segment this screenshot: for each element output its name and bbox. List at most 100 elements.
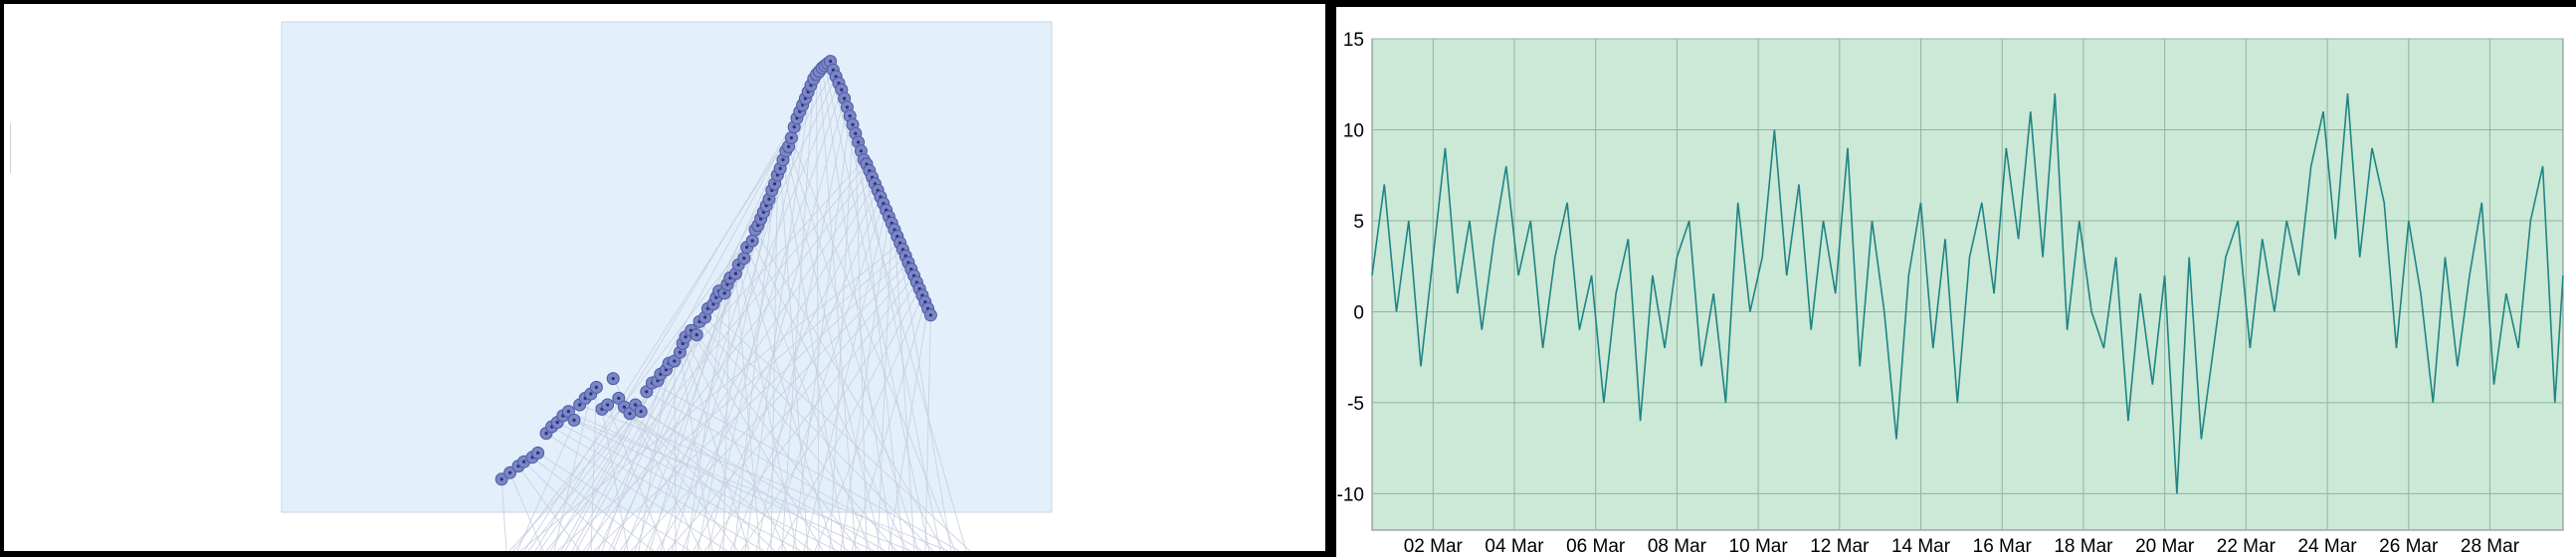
scatter-point-center <box>634 403 638 407</box>
connector-line <box>816 74 820 551</box>
scatter-points <box>495 55 937 486</box>
connector-line <box>788 146 919 551</box>
x-tick-label: 02 Mar <box>1404 536 1464 557</box>
connector-line <box>718 97 846 551</box>
scatter-point-center <box>617 396 621 400</box>
connector-line <box>590 387 597 551</box>
y-tick-label: 0 <box>1353 302 1364 323</box>
scatter-point-center <box>645 390 649 394</box>
connector-line <box>896 236 952 551</box>
connector-line <box>792 115 851 551</box>
connector-line <box>534 61 832 551</box>
scatter-point-center <box>745 246 749 250</box>
scatter-plot-area <box>281 21 1053 513</box>
scatter-point-center <box>781 158 785 162</box>
scatter-point-center <box>622 405 627 409</box>
connector-line <box>512 225 759 551</box>
x-tick-label: 26 Mar <box>2379 536 2439 557</box>
connector-line <box>619 176 874 551</box>
connector-line <box>679 352 713 551</box>
scatter-point-center <box>594 385 599 389</box>
scatter-point-center <box>750 239 754 243</box>
connector-line <box>560 117 798 551</box>
x-tick-label: 14 Mar <box>1891 536 1951 557</box>
scatter-point-center <box>566 410 571 414</box>
connector-line <box>851 301 926 551</box>
x-tick-label: 06 Mar <box>1566 536 1626 557</box>
y-tick-label: 15 <box>1343 30 1364 51</box>
scatter-point-center <box>639 410 643 414</box>
connector-line <box>803 210 888 551</box>
scatter-point-center <box>742 257 746 261</box>
connector-line <box>693 190 879 551</box>
x-tick-label: 16 Mar <box>1973 536 2033 557</box>
connector-line <box>579 404 949 551</box>
scatter-point-center <box>544 432 548 436</box>
connector-line <box>779 168 809 551</box>
connector-line <box>737 265 798 551</box>
scatter-point-center <box>606 403 610 407</box>
connector-line <box>746 247 872 551</box>
panel-resize-handle[interactable] <box>10 123 13 173</box>
x-tick-label: 04 Mar <box>1485 536 1544 557</box>
connector-line <box>508 159 865 551</box>
scatter-point-center <box>589 392 593 396</box>
scatter-point-center <box>854 131 858 135</box>
scatter-chart-panel <box>4 4 1325 551</box>
connector-line <box>564 373 662 551</box>
scatter-point-center <box>843 96 847 100</box>
scatter-point-center <box>736 263 740 267</box>
scatter-point-center <box>778 166 782 170</box>
connector-line <box>782 159 846 551</box>
x-tick-label: 10 Mar <box>1729 536 1789 557</box>
scatter-point-center <box>733 272 738 276</box>
x-tick-label: 08 Mar <box>1648 536 1707 557</box>
connector-line <box>827 63 967 551</box>
x-tick-label: 28 Mar <box>2461 536 2520 557</box>
connector-line <box>618 398 739 551</box>
connector-line <box>608 76 837 551</box>
x-tick-label: 20 Mar <box>2135 536 2195 557</box>
connector-line <box>630 262 909 551</box>
connector-line <box>656 183 876 551</box>
connector-line <box>777 288 920 551</box>
scatter-point-center <box>829 60 833 64</box>
y-tick-label: -5 <box>1347 394 1364 415</box>
connector-line <box>691 329 824 551</box>
scatter-point-center <box>499 477 503 481</box>
scatter-point-center <box>555 421 559 425</box>
series-line <box>1371 93 2564 494</box>
scatter-point-center <box>789 136 794 140</box>
connector-line <box>790 137 956 551</box>
connector-line <box>755 106 848 551</box>
connector-line <box>593 256 906 551</box>
x-axis-ticks: 02 Mar 04 Mar 06 Mar 08 Mar 10 Mar 12 Mar 14 M… <box>1404 536 2520 557</box>
scatter-point-center <box>572 418 576 422</box>
y-tick-label: -10 <box>1337 484 1364 505</box>
connector-line <box>698 321 897 551</box>
connector-line <box>500 478 507 551</box>
connector-line <box>888 308 929 551</box>
line-grid <box>1372 38 2563 530</box>
x-tick-label: 18 Mar <box>2054 536 2113 557</box>
connector-line <box>696 190 773 551</box>
scatter-connector-lines <box>500 61 971 551</box>
scatter-point-center <box>928 313 933 317</box>
connector-line <box>855 133 868 551</box>
scatter-point-center <box>767 197 771 201</box>
connector-line <box>924 314 931 551</box>
scatter-point-center <box>787 144 791 148</box>
scatter-point-center <box>522 460 526 464</box>
connector-line <box>703 275 914 551</box>
x-tick-label: 12 Mar <box>1810 536 1870 557</box>
connector-line <box>537 452 692 551</box>
connector-line <box>893 229 915 551</box>
scatter-point-center <box>694 333 698 337</box>
connector-line <box>582 170 871 551</box>
scatter-point-center <box>536 451 540 455</box>
connector-line <box>754 229 945 551</box>
connector-line <box>740 281 917 551</box>
connector-line <box>667 269 912 551</box>
scatter-point-center <box>851 122 855 126</box>
scatter-point-center <box>611 377 615 381</box>
